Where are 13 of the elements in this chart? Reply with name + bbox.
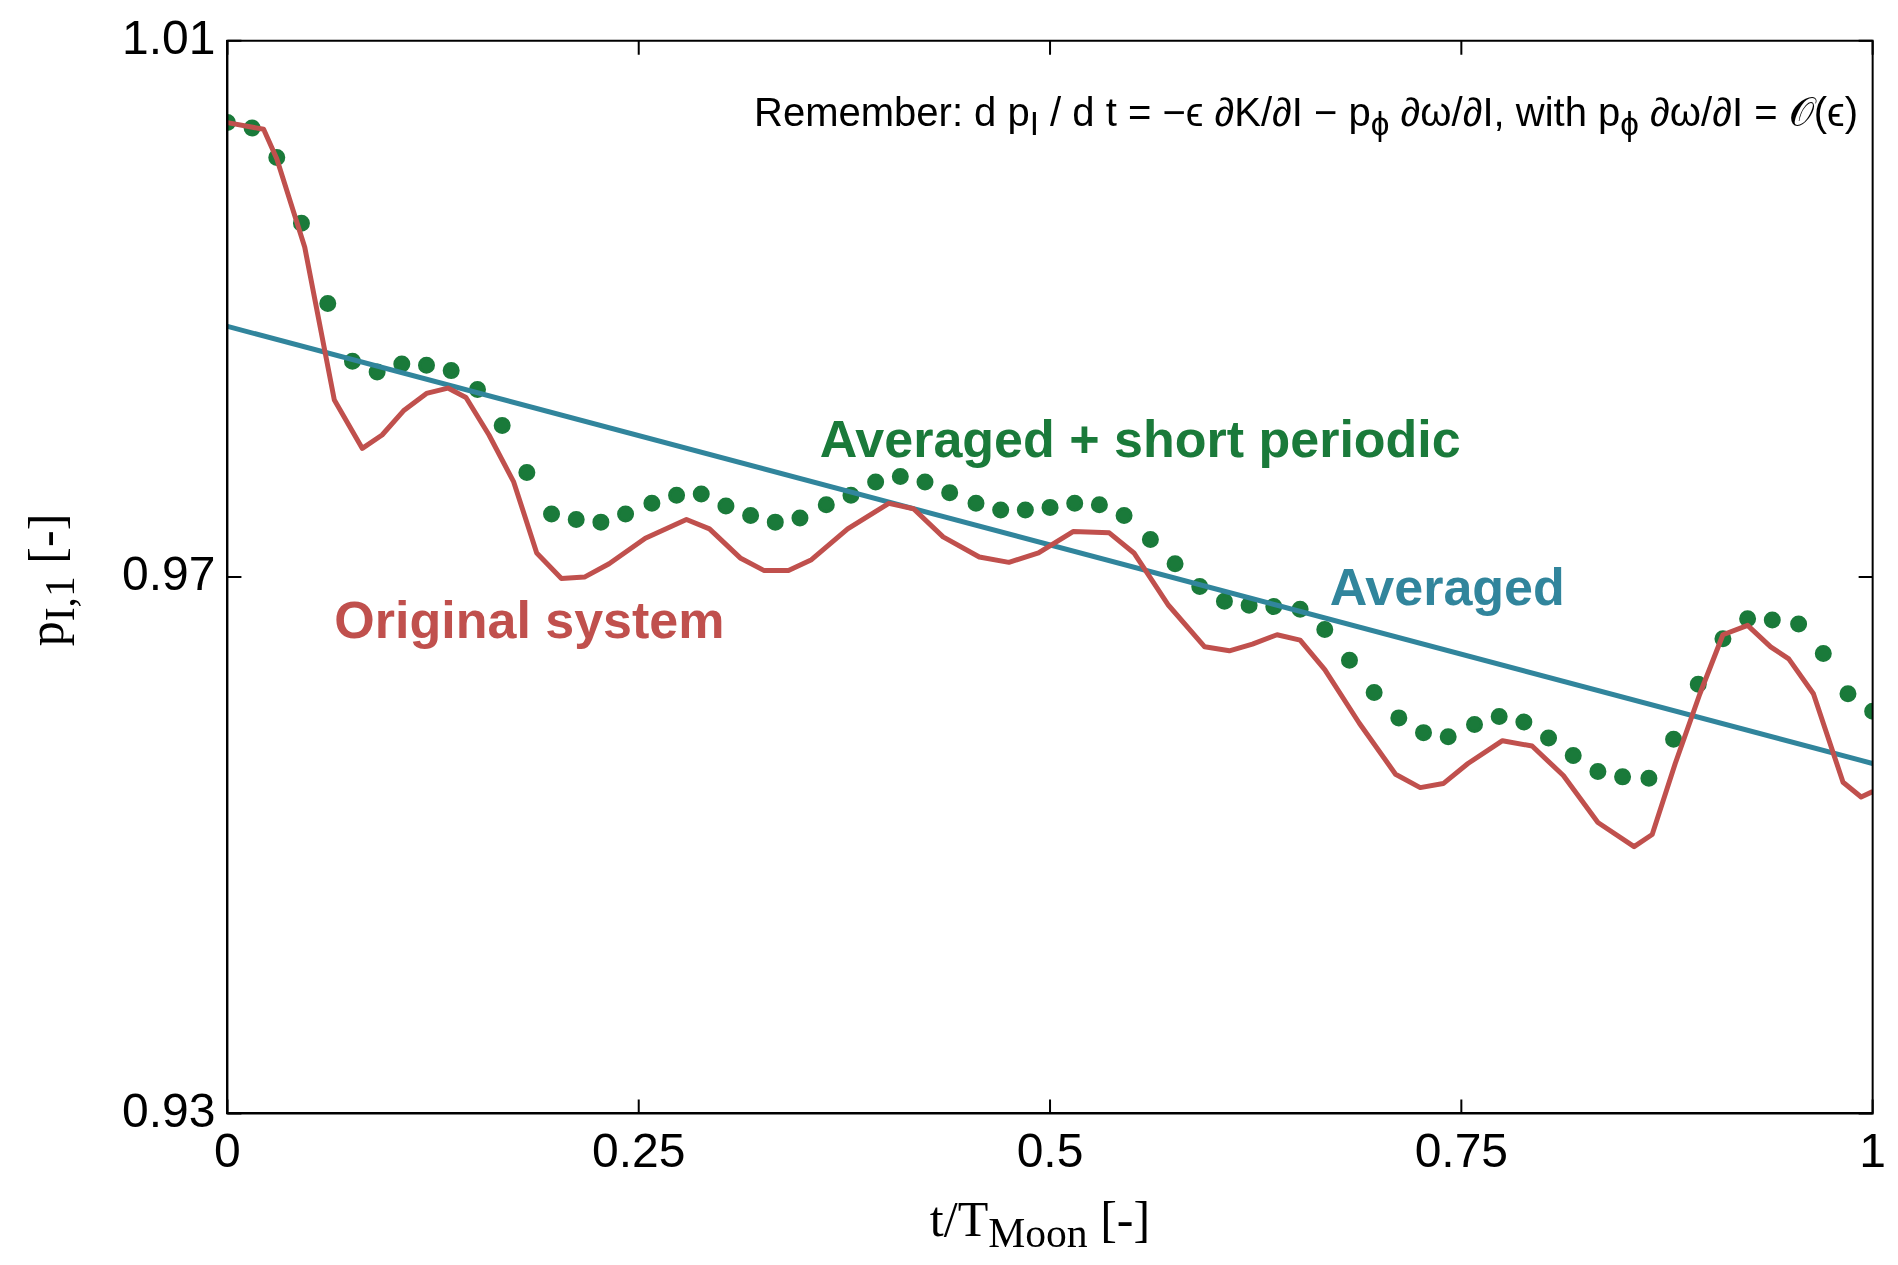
series-label: Averaged + short periodic — [819, 410, 1461, 469]
series-label: Original system — [334, 591, 725, 650]
x-tick-label: 0.75 — [1414, 1124, 1509, 1178]
x-tick-label: 0.25 — [592, 1124, 686, 1178]
y-tick-label: 0.97 — [122, 547, 216, 601]
series-label: Averaged — [1329, 557, 1565, 616]
x-axis-title: t/T$_{Moon}$ [-] — [929, 1190, 1151, 1257]
y-tick-label: 0.93 — [122, 1083, 216, 1137]
y-tick-label: 1.01 — [122, 11, 216, 65]
x-tick-label: 0.5 — [1016, 1124, 1084, 1178]
x-tick-label: 1 — [1859, 1124, 1886, 1178]
annotation: Remember: d p$_{I}$ / d t = −ϵ ∂K/∂I − p$_{ϕ}$ ∂ω/∂I, with p$_{ϕ}$ ∂ω/∂I = 𝒪(ϵ) — [754, 90, 1858, 143]
x-tick-label: 0 — [214, 1124, 241, 1178]
